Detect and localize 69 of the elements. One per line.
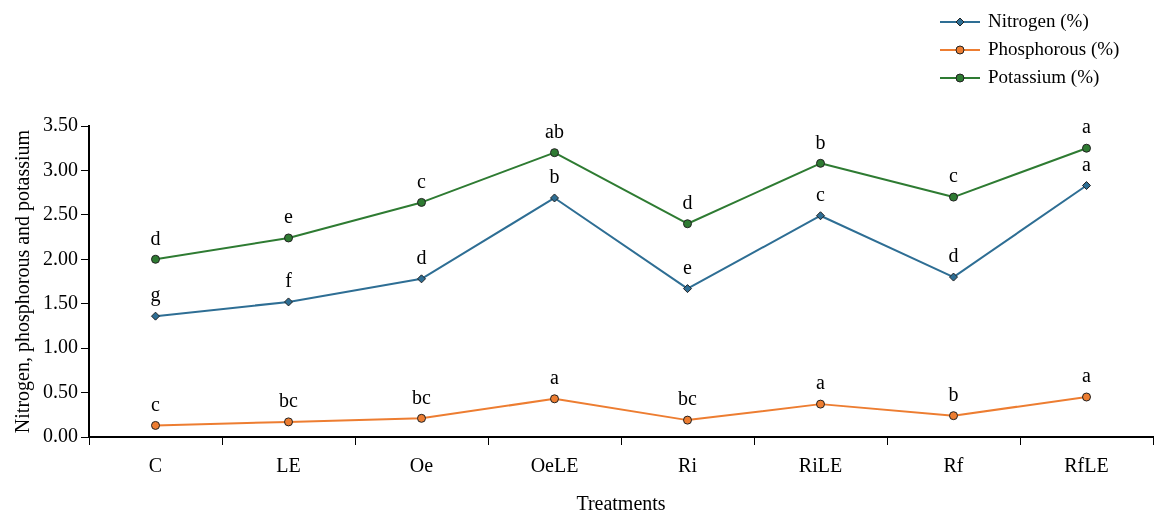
- annotation: bc: [678, 387, 698, 410]
- x-tick-label: RiLE: [798, 454, 843, 477]
- point: [417, 197, 426, 207]
- annotation: e: [683, 255, 693, 278]
- annotation: e: [284, 205, 294, 228]
- x-tick-label: LE: [276, 454, 301, 477]
- y-tick-label: 1.50: [43, 290, 78, 313]
- y-tick-label: 1.00: [43, 335, 78, 358]
- annotation: a: [550, 366, 560, 389]
- point: [550, 394, 559, 404]
- point: [816, 211, 825, 221]
- legend-label: Potassium (%): [988, 65, 1100, 88]
- legend-label: Phosphorous (%): [988, 37, 1120, 60]
- y-tick-label: 2.50: [43, 202, 78, 225]
- annotation: a: [1082, 152, 1092, 175]
- annotation: ab: [545, 119, 564, 142]
- annotation: b: [815, 130, 826, 153]
- x-tick-label: Rf: [943, 454, 964, 477]
- point: [683, 284, 692, 294]
- point: [284, 297, 293, 307]
- x-tick-label: Ri: [678, 454, 698, 477]
- x-tick-label: C: [148, 454, 163, 477]
- annotation: f: [285, 269, 293, 292]
- y-tick-label: 0.00: [43, 424, 78, 447]
- annotation: c: [151, 392, 161, 415]
- y-axis-title: Nitrogen, phosphorous and potassium: [11, 129, 35, 434]
- point: [1082, 143, 1091, 153]
- annotation: bc: [412, 385, 432, 408]
- point: [816, 158, 825, 168]
- point: [417, 274, 426, 284]
- annotation: g: [150, 283, 161, 307]
- point: [949, 192, 958, 202]
- y-tick-label: 3.50: [43, 113, 78, 136]
- annotation: bc: [279, 389, 299, 412]
- y-tick-label: 0.50: [43, 379, 78, 402]
- point: [949, 272, 958, 282]
- y-tick-label: 3.00: [43, 157, 78, 180]
- x-axis-title: Treatments: [576, 492, 666, 515]
- point: [151, 254, 160, 264]
- point: [151, 420, 160, 430]
- y-tick-label: 2.00: [43, 246, 78, 269]
- point: [683, 415, 692, 425]
- point: [816, 399, 825, 409]
- x-tick-label: RfLE: [1064, 454, 1109, 477]
- x-tick-label: Oe: [409, 454, 434, 477]
- x-tick-label: OeLE: [530, 454, 579, 477]
- point: [1082, 181, 1091, 191]
- annotation: c: [417, 169, 427, 192]
- point: [284, 233, 293, 243]
- annotation: c: [949, 164, 959, 187]
- legend-label: Nitrogen (%): [988, 9, 1089, 32]
- annotation: d: [150, 226, 161, 249]
- point: [683, 219, 692, 229]
- annotation: b: [948, 382, 959, 405]
- point: [151, 311, 160, 321]
- annotation: b: [549, 165, 560, 188]
- point: [284, 417, 293, 427]
- point: [1082, 392, 1091, 402]
- point: [550, 148, 559, 158]
- annotation: a: [1082, 115, 1092, 138]
- annotation: d: [682, 190, 693, 213]
- point: [949, 411, 958, 421]
- point: [417, 413, 426, 423]
- annotation: a: [816, 371, 826, 394]
- annotation: c: [816, 183, 826, 205]
- point: [550, 193, 559, 203]
- annotation: d: [948, 244, 959, 267]
- annotation: d: [416, 246, 427, 269]
- annotation: a: [1082, 364, 1092, 387]
